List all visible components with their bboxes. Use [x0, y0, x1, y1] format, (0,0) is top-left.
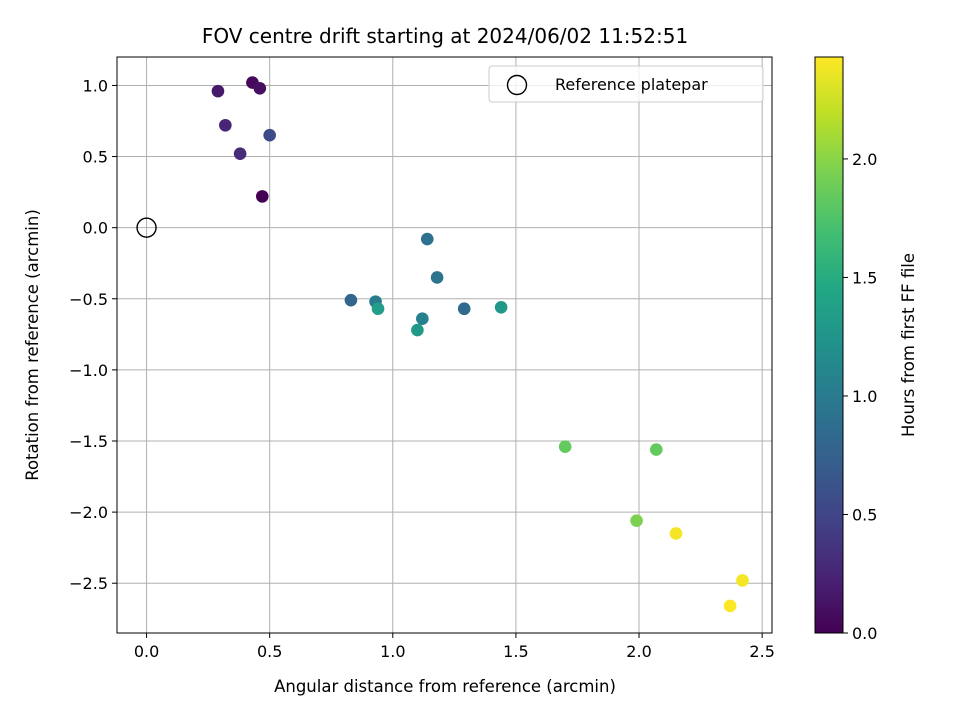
y-tick-label: −0.5 — [69, 290, 108, 309]
data-point — [344, 293, 358, 307]
legend: Reference platepar — [488, 65, 764, 103]
data-point — [723, 599, 737, 613]
legend-label: Reference platepar — [555, 75, 708, 94]
data-point — [736, 574, 749, 587]
y-axis-label: Rotation from reference (arcmin) — [23, 209, 42, 481]
colorbar-tick-label: 1.5 — [852, 268, 877, 287]
x-tick-label: 2.5 — [749, 642, 774, 661]
data-point — [411, 323, 424, 337]
colorbar-tick-label: 1.0 — [852, 387, 877, 406]
colorbar-tick-label: 0.0 — [852, 624, 877, 643]
y-tick-label: 0.0 — [83, 219, 108, 238]
x-tick-label: 1.0 — [380, 642, 405, 661]
data-point — [420, 232, 434, 246]
y-tick-label: 0.5 — [83, 148, 108, 167]
data-point — [669, 527, 683, 540]
plot-frame — [116, 56, 773, 634]
x-tick-label: 0.0 — [134, 642, 159, 661]
data-point — [649, 443, 663, 456]
y-tick-label: −1.0 — [69, 361, 108, 380]
x-tick-label: 2.0 — [626, 642, 651, 661]
y-axis-ticks: 1.0 0.5 0.0 −0.5 −1.0 −1.5 −2.0 −2.5 — [69, 76, 117, 593]
colorbar — [814, 56, 844, 634]
data-point — [211, 84, 225, 98]
x-tick-label: 0.5 — [257, 642, 282, 661]
data-point — [630, 514, 643, 527]
y-tick-label: −2.0 — [69, 503, 108, 522]
colorbar-tick-label: 2.0 — [852, 150, 877, 169]
reference-marker-group — [136, 217, 157, 238]
data-point — [253, 81, 267, 95]
legend-box — [488, 65, 764, 103]
data-point — [233, 147, 247, 161]
data-point — [416, 312, 429, 325]
data-point — [558, 440, 572, 453]
data-point — [494, 301, 508, 314]
colorbar-tick-label: 0.5 — [852, 505, 877, 524]
data-point — [457, 302, 471, 316]
x-tick-label: 1.5 — [503, 642, 528, 661]
y-tick-label: 1.0 — [83, 76, 108, 95]
colorbar-label: Hours from first FF file — [899, 253, 918, 437]
y-tick-label: −1.5 — [69, 432, 108, 451]
data-point — [263, 128, 276, 142]
colorbar-ticks: 0.0 0.5 1.0 1.5 2.0 — [843, 150, 877, 643]
data-point — [255, 190, 269, 203]
legend-reference-marker — [506, 74, 528, 96]
x-axis-ticks: 0.0 0.5 1.0 1.5 2.0 2.5 — [134, 633, 775, 661]
data-point — [371, 302, 385, 316]
data-point — [430, 271, 444, 284]
reference-platepar-marker — [136, 217, 157, 238]
data-point — [219, 118, 232, 132]
scatter-points — [211, 76, 749, 613]
y-tick-label: −2.5 — [69, 574, 108, 593]
grid-lines — [117, 57, 772, 633]
x-axis-label: Angular distance from reference (arcmin) — [274, 677, 616, 696]
chart-title: FOV centre drift starting at 2024/06/02 … — [202, 24, 688, 48]
